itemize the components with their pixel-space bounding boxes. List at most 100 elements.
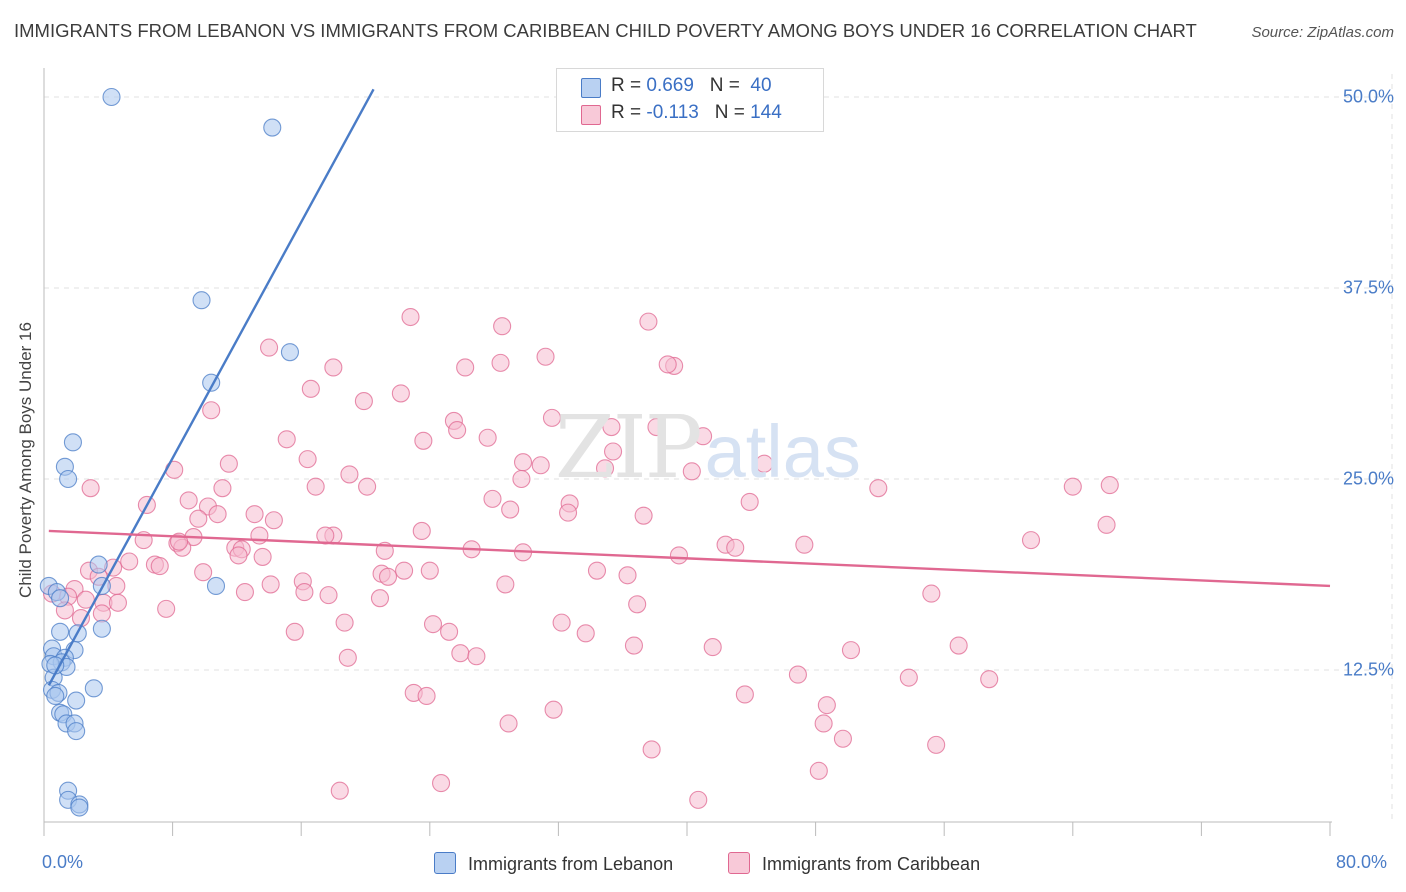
caribbean-point	[259, 338, 279, 357]
caribbean-point	[604, 442, 623, 461]
caribbean-point	[202, 401, 221, 420]
caribbean-point	[647, 417, 666, 437]
caribbean-point	[451, 644, 470, 663]
caribbean-swatch-icon	[581, 105, 601, 125]
caribbean-point	[841, 641, 861, 660]
caribbean-point	[703, 638, 722, 657]
caribbean-point	[219, 454, 238, 473]
caribbean-point	[401, 307, 420, 327]
caribbean-point	[576, 624, 595, 643]
y-tick-label: 50.0%	[1342, 86, 1394, 107]
caribbean-point	[194, 563, 213, 582]
caribbean-point	[922, 584, 941, 603]
legend-item-lebanon: Immigrants from Lebanon	[434, 852, 673, 875]
caribbean-point	[949, 636, 968, 655]
caribbean-point	[456, 358, 475, 377]
n-value: 144	[750, 102, 782, 123]
caribbean-point	[493, 317, 512, 336]
n-label: N =	[709, 75, 746, 96]
caribbean-point	[420, 561, 439, 580]
caribbean-point	[358, 477, 377, 496]
lebanon-point	[51, 622, 70, 641]
caribbean-point	[277, 430, 296, 449]
caribbean-point	[295, 583, 314, 602]
caribbean-point	[499, 714, 518, 733]
n-label: N =	[714, 102, 751, 123]
caribbean-point	[340, 465, 359, 484]
lebanon-point	[263, 118, 282, 137]
caribbean-point	[1097, 515, 1116, 534]
caribbean-point	[81, 479, 100, 498]
caribbean-point	[324, 358, 343, 377]
caribbean-point	[378, 567, 398, 586]
y-tick-label: 37.5%	[1342, 277, 1394, 298]
lebanon-point	[92, 619, 111, 638]
caribbean-point	[669, 546, 689, 565]
caribbean-point	[245, 505, 264, 524]
caribbean-point	[1100, 476, 1119, 495]
chart-source: Source: ZipAtlas.com	[1251, 24, 1394, 41]
y-tick-label: 12.5%	[1342, 659, 1394, 680]
caribbean-point	[755, 454, 774, 473]
caribbean-point	[483, 489, 502, 508]
caribbean-point	[602, 417, 621, 437]
caribbean-point	[496, 575, 515, 594]
lebanon-point	[59, 469, 78, 489]
caribbean-point	[817, 696, 836, 715]
caribbean-point	[285, 622, 304, 641]
caribbean-point	[213, 479, 232, 498]
lebanon-point	[84, 679, 103, 698]
caribbean-point	[642, 740, 661, 759]
lebanon-point	[192, 291, 211, 310]
lebanon-trendline	[47, 88, 375, 686]
caribbean-point	[354, 392, 373, 411]
lebanon-points	[39, 87, 299, 817]
caribbean-point	[689, 790, 708, 809]
caribbean-point	[795, 535, 814, 554]
caribbean-point	[809, 761, 828, 780]
caribbean-point	[587, 561, 607, 580]
lebanon-point	[89, 555, 108, 574]
caribbean-point	[558, 503, 578, 522]
caribbean-point	[726, 538, 745, 557]
caribbean-point	[108, 593, 127, 612]
lebanon-swatch-icon	[581, 78, 601, 98]
caribbean-point	[391, 384, 410, 403]
lebanon-point	[51, 589, 70, 608]
n-value: 40	[750, 75, 772, 96]
caribbean-point	[370, 589, 390, 608]
caribbean-points	[42, 307, 1119, 809]
caribbean-point	[513, 453, 533, 472]
caribbean-point	[1063, 477, 1082, 496]
caribbean-point	[301, 379, 320, 398]
lebanon-point	[46, 686, 65, 706]
caribbean-point	[448, 421, 467, 440]
caribbean-point	[330, 781, 349, 800]
trendlines	[47, 88, 1331, 686]
caribbean-point	[467, 647, 486, 666]
caribbean-point	[491, 353, 510, 372]
caribbean-point	[501, 500, 520, 519]
caribbean-point	[316, 526, 335, 545]
lebanon-point	[102, 87, 121, 107]
caribbean-point	[157, 599, 176, 618]
caribbean-trendline	[48, 529, 1331, 588]
caribbean-point	[235, 583, 254, 602]
chart-title: IMMIGRANTS FROM LEBANON VS IMMIGRANTS FR…	[14, 20, 1197, 41]
x-tick-label: 80.0%	[1336, 852, 1388, 872]
caribbean-point	[927, 735, 946, 754]
lebanon-point	[67, 691, 86, 710]
caribbean-point	[682, 462, 701, 481]
caribbean-point	[264, 511, 283, 530]
caribbean-point	[536, 347, 555, 366]
caribbean-point	[788, 665, 807, 684]
caribbean-point	[440, 622, 459, 641]
caribbean-point	[899, 668, 918, 687]
y-tick-label: 25.0%	[1342, 468, 1394, 489]
caribbean-point	[261, 575, 280, 594]
legend-label: Immigrants from Lebanon	[468, 854, 674, 874]
caribbean-point	[417, 686, 436, 706]
caribbean-point	[552, 613, 571, 632]
caribbean-point	[412, 521, 431, 541]
caribbean-legend-icon	[728, 852, 750, 874]
